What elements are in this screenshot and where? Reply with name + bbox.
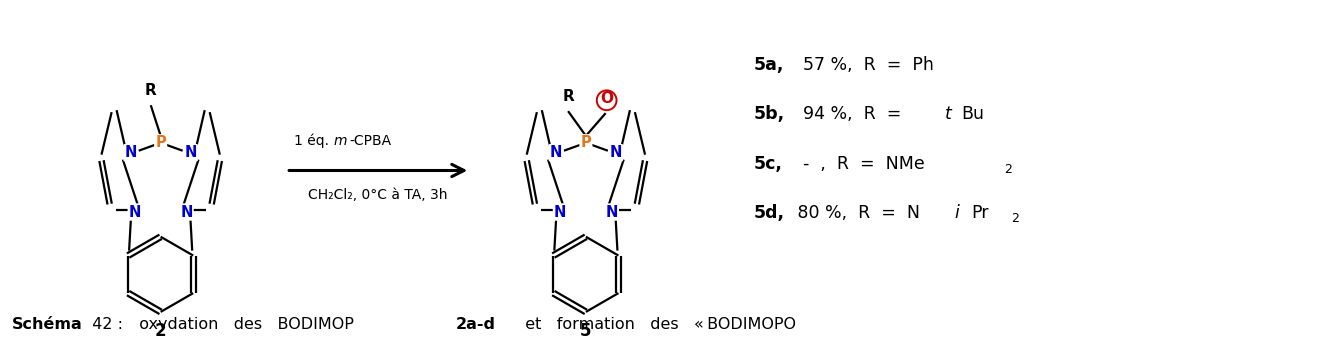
Text: N: N (129, 204, 141, 219)
Text: i: i (955, 204, 960, 222)
Text: R: R (563, 89, 575, 104)
Text: Bu: Bu (962, 105, 984, 123)
Text: 2: 2 (154, 322, 166, 340)
Text: N: N (185, 145, 197, 160)
Text: 42 :: 42 : (81, 317, 128, 332)
Text: t: t (944, 105, 952, 123)
Text: R: R (145, 83, 157, 98)
Text: Pr: Pr (971, 204, 990, 222)
Text: N: N (609, 145, 622, 160)
Text: oxydation   des   BODIMOP: oxydation des BODIMOP (129, 317, 364, 332)
Text: N: N (549, 145, 563, 160)
Text: P: P (156, 135, 166, 150)
Text: 94 %,  R  =: 94 %, R = (791, 105, 912, 123)
Text: N: N (605, 204, 618, 219)
Text: P: P (580, 135, 592, 150)
Text: m: m (334, 134, 347, 148)
Text: N: N (125, 145, 137, 160)
Text: 2: 2 (1011, 212, 1019, 226)
Text: O: O (600, 91, 613, 106)
Text: 2a-d: 2a-d (455, 317, 495, 332)
Text: -CPBA: -CPBA (348, 134, 391, 148)
Text: 5c,: 5c, (754, 155, 783, 173)
Text: 1 éq.: 1 éq. (294, 134, 334, 148)
Text: 5a,: 5a, (754, 56, 785, 74)
Text: N: N (181, 204, 193, 219)
Text: -  ,  R  =  NMe: - , R = NMe (791, 155, 924, 173)
Text: 5: 5 (580, 322, 592, 340)
Text: N: N (555, 204, 567, 219)
Text: CH₂Cl₂, 0°C à TA, 3h: CH₂Cl₂, 0°C à TA, 3h (309, 188, 448, 202)
Text: Schéma: Schéma (12, 317, 82, 332)
Text: 5d,: 5d, (754, 204, 785, 222)
Text: 2: 2 (1004, 163, 1012, 176)
Text: 80 %,  R  =  N: 80 %, R = N (791, 204, 919, 222)
Text: et   formation   des   « BODIMOPO: et formation des « BODIMOPO (515, 317, 795, 332)
Text: 5b,: 5b, (754, 105, 785, 123)
Text: 57 %,  R  =  Ph: 57 %, R = Ph (791, 56, 934, 74)
